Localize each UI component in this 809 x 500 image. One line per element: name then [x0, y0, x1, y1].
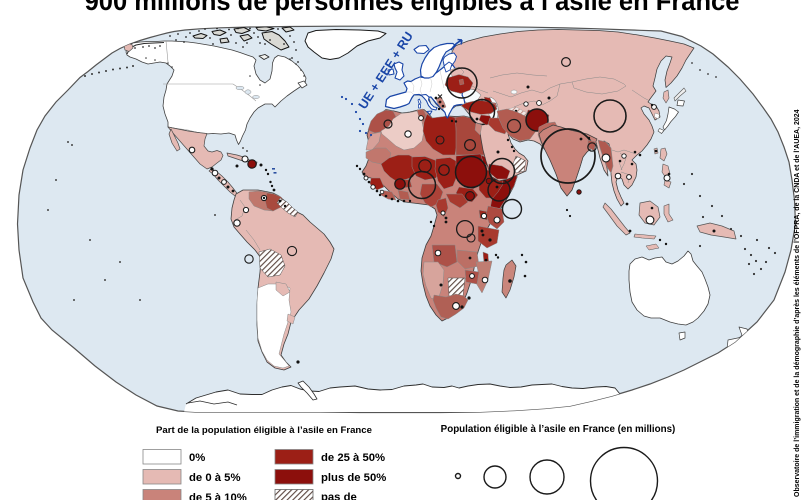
svg-text:pas de: pas de — [321, 492, 357, 500]
svg-text:de 5 à 10%: de 5 à 10% — [189, 492, 247, 500]
svg-text:Part de la population éligible: Part de la population éligible à l’asile… — [156, 425, 372, 436]
svg-text:de 25 à 50%: de 25 à 50% — [321, 452, 385, 464]
svg-text:Observatoire de l’immigration: Observatoire de l’immigration et de la d… — [794, 109, 801, 497]
svg-text:0%: 0% — [189, 452, 205, 464]
svg-text:plus de 50%: plus de 50% — [321, 472, 386, 484]
svg-text:900 millions de personnes élig: 900 millions de personnes éligibles à l’… — [85, 0, 740, 16]
svg-text:de 0 à 5%: de 0 à 5% — [189, 472, 241, 484]
svg-text:Population éligible à l’asile: Population éligible à l’asile en France … — [441, 424, 676, 435]
